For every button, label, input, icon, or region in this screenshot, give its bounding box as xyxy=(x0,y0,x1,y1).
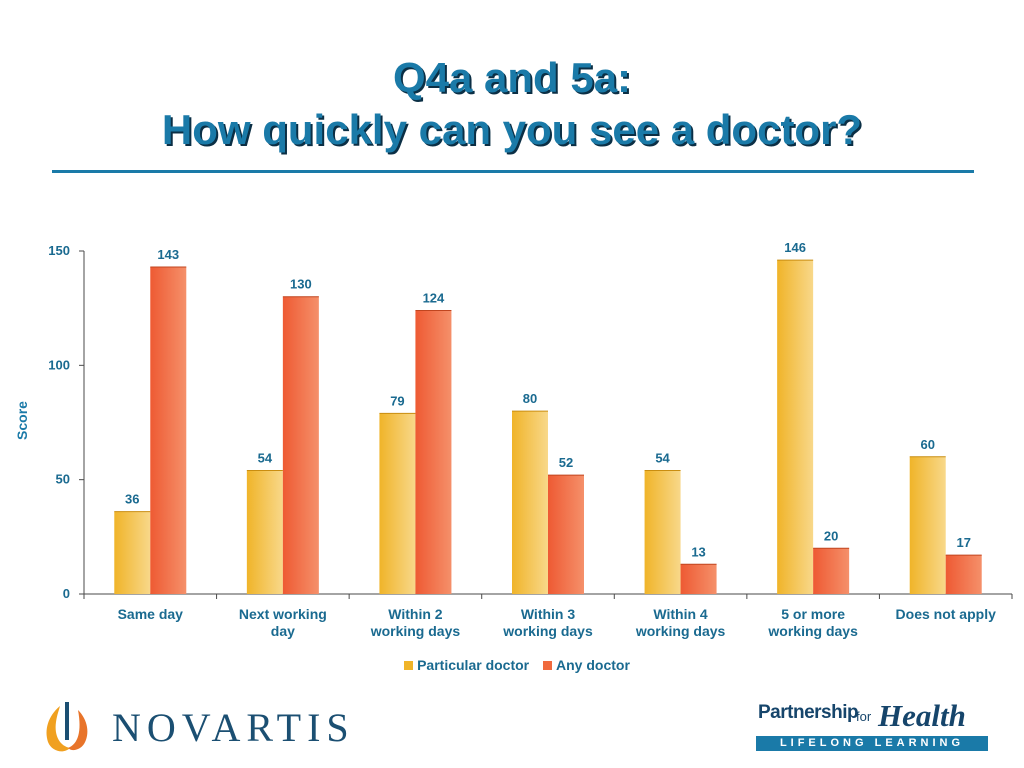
bar xyxy=(813,548,850,594)
legend-label-particular: Particular doctor xyxy=(417,657,530,673)
data-label: 80 xyxy=(523,391,537,406)
data-label: 143 xyxy=(157,247,179,262)
x-category-label: working days xyxy=(635,623,726,639)
pfh-partnership-text: Partnership xyxy=(758,702,859,723)
bar-chart: 0 50 100 150 Score 36 143 Same day 54 130 Next wo… xyxy=(14,240,1013,639)
x-category-label: Does not apply xyxy=(896,606,997,622)
bar xyxy=(150,267,187,594)
pfh-for-text: for xyxy=(856,709,872,724)
page-title: Q4a and 5a: How quickly can you see a do… xyxy=(0,52,1024,156)
data-label: 60 xyxy=(920,437,934,452)
data-label: 20 xyxy=(824,528,838,543)
bar xyxy=(512,411,548,594)
data-label: 17 xyxy=(956,535,970,550)
y-tick-label: 50 xyxy=(56,472,70,487)
y-tick-label: 150 xyxy=(48,243,70,258)
bar xyxy=(379,413,416,594)
x-category-label: working days xyxy=(767,623,858,639)
data-label: 52 xyxy=(559,455,573,470)
x-category-label: Within 3 xyxy=(521,606,576,622)
bar xyxy=(945,555,982,594)
pfh-tagline: LIFELONG LEARNING xyxy=(756,736,988,751)
chart-legend: Particular doctor Any doctor xyxy=(0,657,1024,673)
bar xyxy=(415,310,452,594)
legend-swatch-any xyxy=(543,661,553,671)
y-axis-title: Score xyxy=(14,401,30,440)
data-label: 13 xyxy=(691,544,705,559)
legend-label-any: Any doctor xyxy=(556,657,630,673)
bar xyxy=(777,260,814,594)
x-category-label: Within 2 xyxy=(388,606,443,622)
bar xyxy=(548,475,584,594)
data-label: 54 xyxy=(655,451,670,466)
y-tick-label: 100 xyxy=(48,357,70,372)
data-label: 130 xyxy=(290,277,312,292)
x-category-label: working days xyxy=(502,623,593,639)
bar xyxy=(282,296,319,594)
data-label: 36 xyxy=(125,492,139,507)
title-line-2: How quickly can you see a doctor? xyxy=(161,106,863,153)
bar xyxy=(909,456,946,594)
bar xyxy=(644,470,681,594)
x-category-label: Same day xyxy=(118,606,184,622)
data-label: 124 xyxy=(423,290,445,305)
legend-swatch-particular xyxy=(404,661,414,671)
novartis-flame-icon xyxy=(46,702,88,752)
title-line-1: Q4a and 5a: xyxy=(392,54,632,101)
pfh-health-text: Health xyxy=(878,698,966,733)
title-divider xyxy=(52,170,974,173)
x-category-label: day xyxy=(271,623,295,639)
x-category-label: Next working xyxy=(239,606,327,622)
bar xyxy=(114,511,151,594)
partnership-for-health-logo: Partnership for Health LIFELONG LEARNING xyxy=(756,698,988,754)
x-category-label: 5 or more xyxy=(781,606,845,622)
y-tick-label: 0 xyxy=(63,586,70,601)
bar xyxy=(246,470,283,594)
data-label: 146 xyxy=(784,240,806,255)
bar xyxy=(680,564,717,594)
x-category-label: working days xyxy=(370,623,461,639)
x-category-label: Within 4 xyxy=(653,606,708,622)
data-label: 54 xyxy=(258,451,273,466)
novartis-logo: NOVARTIS xyxy=(38,700,368,755)
data-label: 79 xyxy=(390,393,404,408)
novartis-wordmark: NOVARTIS xyxy=(112,705,355,750)
